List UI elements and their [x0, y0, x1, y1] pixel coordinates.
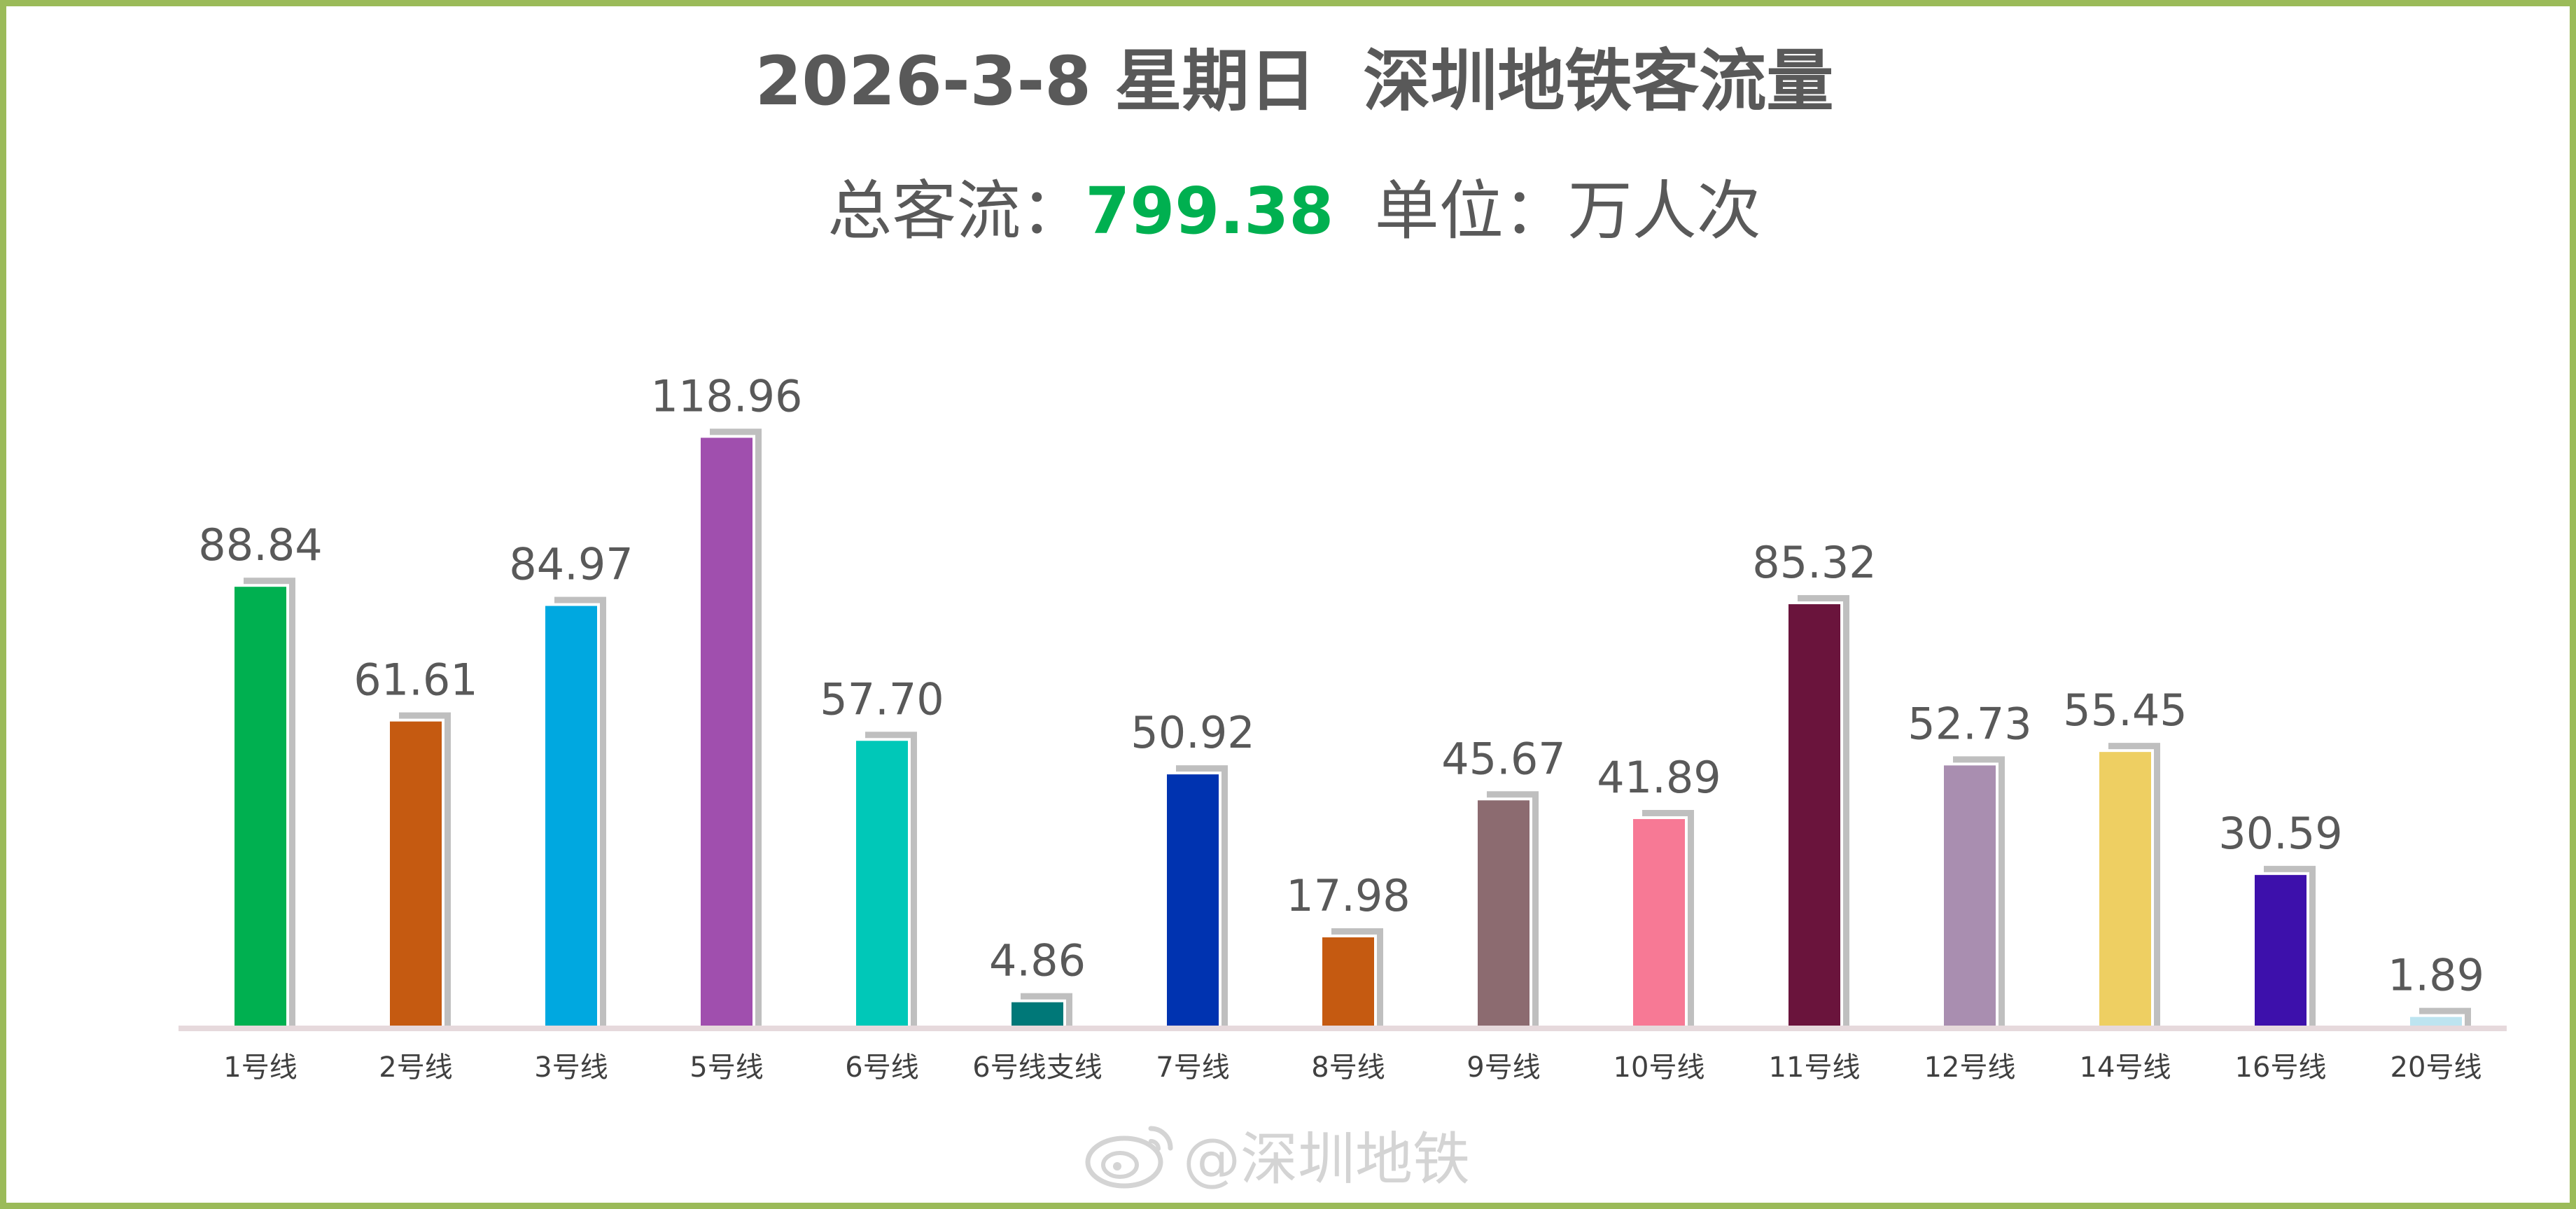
data-label: 41.89	[1597, 752, 1721, 803]
total-value: 799.38	[1085, 174, 1334, 249]
bar	[2099, 752, 2151, 1026]
x-tick-label: 6号线支线	[972, 1051, 1102, 1084]
x-tick-label: 3号线	[534, 1051, 608, 1084]
bar	[1944, 765, 1996, 1026]
bar	[2255, 874, 2306, 1026]
data-label: 85.32	[1752, 537, 1877, 588]
bar	[545, 606, 597, 1026]
x-tick-label: 8号线	[1311, 1051, 1385, 1084]
x-tick-label: 16号线	[2235, 1051, 2327, 1084]
weibo-icon	[1085, 1126, 1173, 1188]
x-tick-label: 14号线	[2080, 1051, 2171, 1084]
x-tick-label: 10号线	[1614, 1051, 1705, 1084]
x-tick-label: 11号线	[1769, 1051, 1861, 1084]
bar-chart: 88.84 61.61 84.97 118.96 57.70 4.86 50.92 17.98…	[178, 370, 2507, 1084]
x-tick-label: 6号线	[845, 1051, 918, 1084]
watermark: @深圳地铁	[1081, 1112, 1470, 1196]
data-label: 61.61	[354, 655, 478, 706]
total-label: 总客流：	[827, 174, 1086, 249]
chart-subtitle: 总客流：799.38 单位：万人次	[6, 166, 2576, 257]
data-label: 45.67	[1441, 733, 1566, 784]
bar	[856, 741, 908, 1026]
bar	[1788, 604, 1840, 1026]
bar	[234, 587, 286, 1026]
data-label: 84.97	[509, 539, 634, 590]
bar	[1633, 818, 1685, 1026]
x-tick-label: 5号线	[690, 1051, 763, 1084]
watermark-text: @深圳地铁	[1183, 1126, 1471, 1193]
x-tick-label: 9号线	[1466, 1051, 1540, 1084]
bar	[2410, 1016, 2462, 1026]
unit-label: 单位：万人次	[1334, 174, 1761, 249]
bar	[390, 721, 442, 1026]
bar	[1478, 800, 1530, 1026]
x-tick-label: 1号线	[223, 1051, 297, 1084]
bar	[1167, 774, 1219, 1026]
bars-group	[232, 428, 2471, 1026]
x-tick-label: 7号线	[1156, 1051, 1229, 1084]
data-label: 118.96	[651, 370, 803, 421]
data-label: 17.98	[1286, 870, 1410, 921]
bar	[1322, 937, 1374, 1026]
data-label: 1.89	[2388, 950, 2484, 1001]
chart-title: 2026-3-8 星期日 深圳地铁客流量	[755, 42, 1834, 120]
data-label: 55.45	[2063, 685, 2188, 736]
data-label: 30.59	[2218, 808, 2343, 859]
bar	[701, 438, 752, 1026]
data-label: 57.70	[820, 673, 944, 725]
x-tick-label: 2号线	[379, 1051, 452, 1084]
x-tick-label: 20号线	[2390, 1051, 2482, 1084]
data-label: 52.73	[1907, 698, 2032, 749]
x-tick-labels-group: 1号线 2号线 3号线 5号线 6号线 6号线支线 7号线 8号线 9号线 10号线 11号线 12号…	[223, 1051, 2482, 1084]
data-label: 50.92	[1130, 707, 1255, 758]
data-label: 4.86	[989, 935, 1086, 986]
x-tick-label: 12号线	[1924, 1051, 2016, 1084]
data-label: 88.84	[198, 519, 323, 571]
bar	[1011, 1002, 1063, 1026]
data-labels-group: 88.84 61.61 84.97 118.96 57.70 4.86 50.92 17.98…	[198, 370, 2484, 1000]
